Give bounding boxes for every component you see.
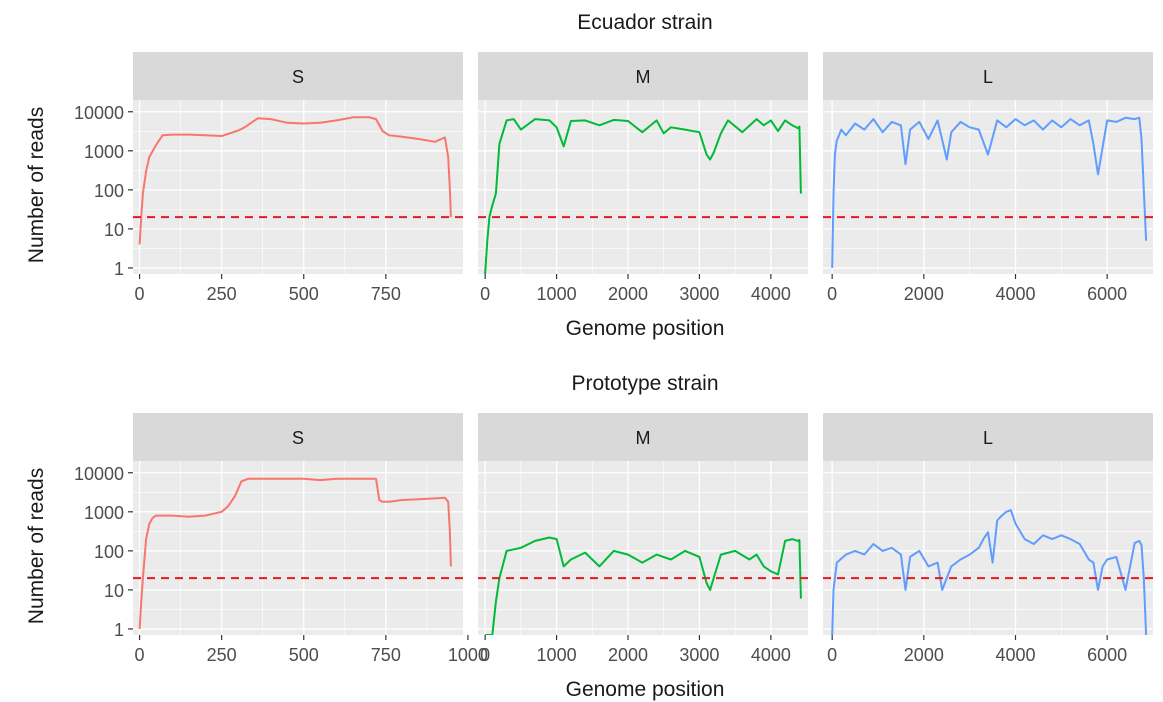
panel-background [478,100,808,274]
panel-background [133,100,463,274]
y-axis-label: Number of reads [25,468,48,624]
y-tick-label: 1 [114,259,124,279]
x-tick-label: 0 [480,284,490,304]
y-tick-label: 100 [94,181,124,201]
facet-panel-S: S 0 250 500 750 1000 [133,413,488,665]
y-tick-label: 10000 [74,103,124,123]
y-tick-label: 100 [94,542,124,562]
y-tick-label: 10000 [74,464,124,484]
facet-strip [133,52,463,100]
x-tick-label: 500 [289,645,319,665]
y-tick-label: 1000 [84,142,124,162]
x-tick-label: 2000 [608,284,648,304]
ecuador-strain-row: Ecuador strain Genome position Number of… [25,11,1153,340]
x-tick-label: 0 [827,645,837,665]
x-tick-label: 250 [207,645,237,665]
facet-panel-L: L 0 2000 4000 6000 [823,413,1153,665]
x-tick-label: 6000 [1087,284,1127,304]
facet-strip-label: L [983,428,993,448]
x-tick-label: 4000 [995,284,1035,304]
coverage-line-M [485,536,802,635]
x-tick-label: 0 [135,284,145,304]
x-tick-label: 1000 [448,645,488,665]
facet-strip-label: L [983,67,993,87]
facet-panel-M: M 0 1000 2000 3000 4000 [478,413,808,665]
y-tick-label: 1000 [84,503,124,523]
x-tick-label: 4000 [751,284,791,304]
coverage-line-M [484,118,802,274]
x-tick-label: 4000 [751,645,791,665]
coverage-line-S [138,116,452,245]
y-tick-label: 10 [104,581,124,601]
y-tick-label: 1 [114,620,124,640]
facet-strip [478,413,808,461]
facet-strip [823,413,1153,461]
x-tick-label: 1000 [537,284,577,304]
x-tick-label: 0 [135,645,145,665]
facet-strip [478,52,808,100]
facet-strip-label: M [636,428,651,448]
coverage-line-L [831,509,1148,635]
x-tick-label: 750 [371,284,401,304]
facet-panel-L: L 0 2000 4000 6000 [823,52,1153,304]
row-title: Prototype strain [571,372,718,395]
y-tick-label: 10 [104,220,124,240]
x-tick-label: 250 [207,284,237,304]
panel-background [823,100,1153,274]
facet-panel-S: S 0 250 500 750 [133,52,463,304]
x-tick-label: 2000 [608,645,648,665]
y-axis-label: Number of reads [25,107,48,263]
facet-strip [133,413,463,461]
panel-background [133,461,463,635]
facet-strip-label: S [292,67,304,87]
x-tick-label: 0 [827,284,837,304]
facet-strip-label: M [636,67,651,87]
coverage-line-L [831,116,1148,269]
x-tick-label: 3000 [679,645,719,665]
facet-strip [823,52,1153,100]
prototype-strain-row: Prototype strain Genome position Number … [25,372,1153,701]
x-tick-label: 6000 [1087,645,1127,665]
x-tick-label: 3000 [679,284,719,304]
x-tick-label: 1000 [537,645,577,665]
coverage-line-S [138,477,452,630]
panel-background [823,461,1153,635]
x-tick-label: 750 [371,645,401,665]
x-tick-label: 0 [480,645,490,665]
panel-background [478,461,808,635]
x-tick-label: 500 [289,284,319,304]
x-tick-label: 2000 [904,284,944,304]
facet-strip-label: S [292,428,304,448]
panel-group: 1 10 100 1000 10000 S 0 250 500 750 M 0 1000 2000 3000… [74,52,1153,304]
x-tick-label: 2000 [904,645,944,665]
facet-panel-M: M 0 1000 2000 3000 4000 [478,52,808,304]
row-title: Ecuador strain [577,11,712,34]
x-axis-label: Genome position [566,317,725,340]
x-tick-label: 4000 [995,645,1035,665]
x-axis-label: Genome position [566,678,725,701]
